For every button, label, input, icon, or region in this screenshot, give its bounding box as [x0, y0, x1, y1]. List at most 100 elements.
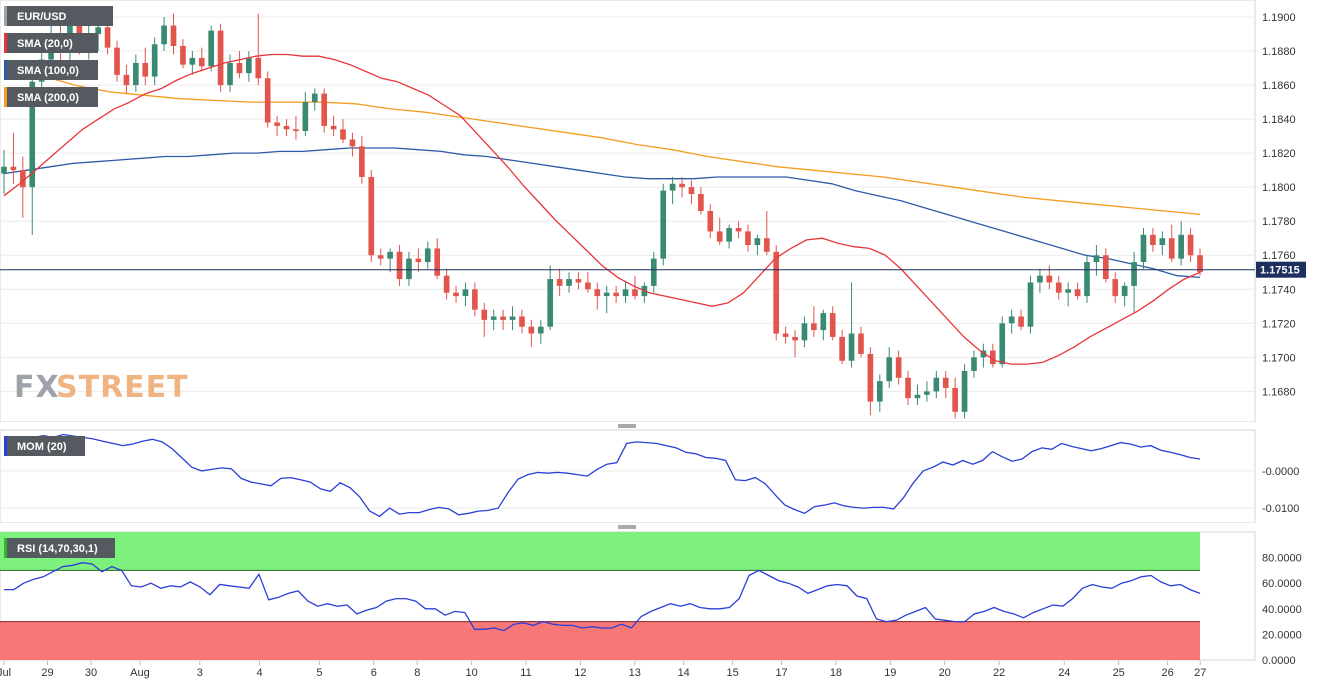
candle — [246, 51, 252, 82]
sma200-tag[interactable]: SMA (200,0) — [4, 87, 98, 107]
svg-text:SMA (20,0): SMA (20,0) — [17, 38, 73, 50]
candle-body — [198, 57, 205, 67]
candle — [679, 176, 685, 198]
sma20-tag[interactable]: SMA (20,0) — [4, 33, 98, 53]
candle-body — [556, 279, 563, 286]
candle-body — [876, 381, 883, 402]
price-tick-label: 1.1720 — [1262, 318, 1296, 330]
candle — [198, 47, 205, 72]
price-tick-label: 1.1780 — [1262, 216, 1296, 228]
candle-body — [95, 27, 101, 35]
candle-body — [745, 231, 751, 246]
candle — [1178, 221, 1184, 266]
x-tick-label: 24 — [1058, 667, 1070, 679]
symbol-tag[interactable]: EUR/USD — [4, 6, 113, 26]
candle-body — [462, 289, 469, 297]
candle-body — [933, 377, 940, 392]
x-axis: Jul 29 30 Aug 3 4 5 6 8 10 11 12 13 14 15 17 18 19 20 22 24 2… — [0, 661, 1206, 679]
candle-body — [811, 323, 817, 331]
candle-body — [971, 357, 977, 371]
candle-body — [217, 30, 224, 86]
candle — [1027, 275, 1034, 334]
candle-body — [848, 333, 855, 361]
candle — [500, 309, 506, 331]
candle — [650, 251, 657, 293]
candle-body — [368, 176, 375, 256]
candle-body — [528, 326, 535, 334]
candle — [123, 64, 130, 94]
candle-body — [1084, 262, 1090, 297]
candle — [811, 306, 817, 337]
rsi-tag[interactable]: RSI (14,70,30,1) — [4, 538, 115, 558]
candle-body — [566, 279, 572, 286]
x-tick-label: 17 — [775, 667, 787, 679]
resize-handle-2[interactable] — [0, 523, 1255, 532]
x-tick-label: 10 — [466, 667, 478, 679]
rsi-overbought-zone — [0, 532, 1200, 571]
candle — [716, 217, 723, 246]
price-tick-label: 1.1700 — [1262, 352, 1296, 364]
rsi-tick-label: 0.0000 — [1262, 655, 1296, 667]
candle-body — [1027, 282, 1034, 327]
x-tick-label: 3 — [197, 667, 203, 679]
x-tick-label: 20 — [939, 667, 951, 679]
candle — [924, 381, 930, 402]
candle-body — [104, 27, 111, 48]
candle-body — [114, 47, 120, 75]
candle — [490, 309, 497, 331]
x-tick-label: 29 — [41, 667, 53, 679]
candle — [349, 132, 356, 157]
candle — [20, 156, 26, 218]
candle — [839, 330, 845, 365]
candle-body — [340, 129, 346, 140]
candle — [632, 275, 638, 300]
candle-body — [735, 228, 742, 232]
candle-body — [29, 81, 36, 188]
candle — [905, 370, 911, 405]
momentum-axis: -0.0000 -0.0100 — [0, 466, 1299, 515]
candle — [763, 211, 770, 256]
candle — [773, 245, 780, 341]
candle — [933, 370, 940, 399]
candle — [782, 326, 789, 344]
svg-text:SMA (100,0): SMA (100,0) — [17, 65, 79, 77]
candle-body — [415, 258, 422, 263]
candle — [914, 384, 921, 405]
watermark-fx: FX — [14, 370, 60, 405]
candle-body — [321, 93, 328, 126]
candle-body — [989, 350, 996, 365]
candle — [1037, 268, 1043, 293]
candle — [227, 54, 233, 92]
rsi-tick-label: 40.0000 — [1262, 604, 1302, 616]
sma100-tag[interactable]: SMA (100,0) — [4, 60, 98, 80]
candle-body — [349, 139, 356, 147]
candle — [283, 119, 290, 137]
candle-body — [1046, 275, 1053, 283]
candle-body — [142, 62, 149, 77]
candle-body — [622, 289, 629, 297]
candle — [726, 224, 732, 249]
resize-handle-1[interactable] — [0, 422, 1255, 430]
rsi-tick-label: 80.0000 — [1262, 553, 1302, 565]
candle — [170, 13, 177, 55]
current-price-line: 1.17515 — [0, 261, 1306, 278]
candle — [547, 265, 554, 331]
candle-body — [264, 78, 271, 123]
candle — [669, 176, 676, 205]
rsi-tick-label: 20.0000 — [1262, 629, 1302, 641]
candle-body — [1197, 255, 1203, 273]
x-tick-label: 19 — [884, 667, 896, 679]
candle — [236, 51, 243, 79]
momentum-tag[interactable]: MOM (20) — [4, 436, 85, 456]
candle — [377, 248, 384, 266]
candle-body — [895, 357, 902, 378]
svg-text:RSI (14,70,30,1): RSI (14,70,30,1) — [17, 543, 98, 555]
price-tick-label: 1.1740 — [1262, 284, 1296, 296]
candle — [1055, 275, 1062, 300]
x-tick-label: 27 — [1194, 667, 1206, 679]
sma100-line — [3, 147, 1201, 279]
candle-body — [537, 326, 544, 334]
sma200-line — [3, 64, 1201, 216]
candle — [1103, 248, 1109, 283]
candle — [189, 51, 196, 75]
